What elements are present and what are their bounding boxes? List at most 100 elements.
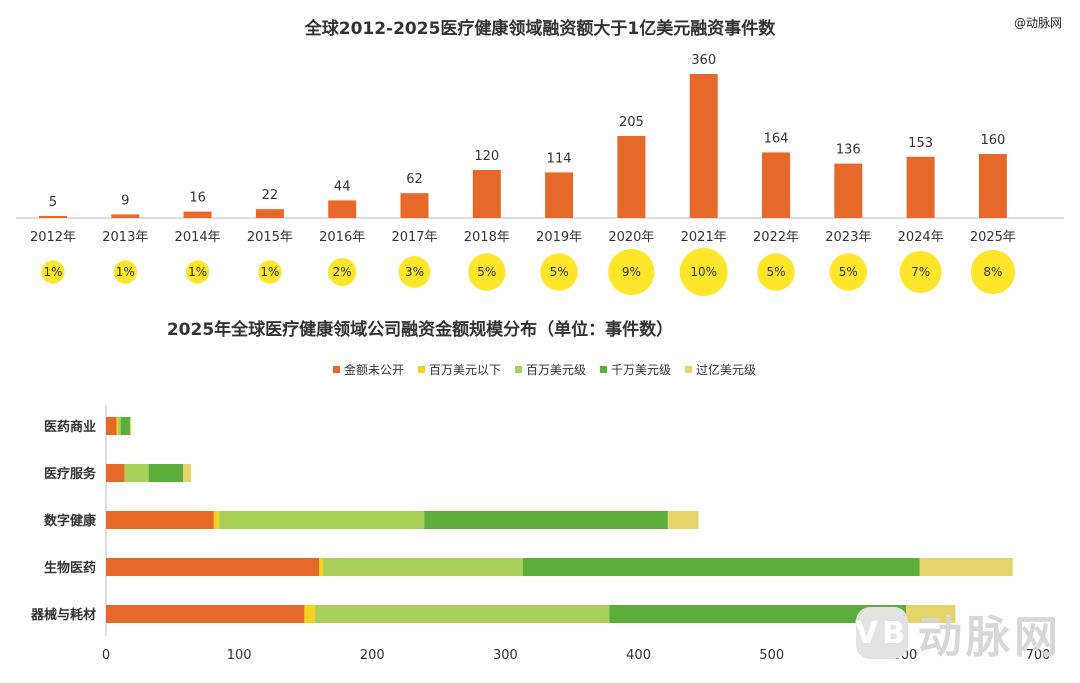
chart1-share-bubble <box>398 256 431 288</box>
chart1-bar <box>617 136 646 218</box>
chart1-bar <box>978 154 1007 218</box>
chart1-share-bubble <box>328 257 357 287</box>
chart2-category-label: 生物医药 <box>44 560 96 576</box>
chart2-category-label: 医药商业 <box>44 419 96 435</box>
chart1-share-label: 10% <box>690 265 717 279</box>
chart1-share-bubble <box>185 260 210 284</box>
chart1-tick-label: 2014年 <box>175 230 221 245</box>
legend-label: 百万美元以下 <box>429 363 501 377</box>
chart2-bar-segment <box>906 605 956 623</box>
chart1-share-label: 1% <box>43 265 62 279</box>
chart1-data-label: 136 <box>836 143 861 158</box>
chart2-tick-label: 0 <box>102 648 110 663</box>
chart2-bar-segment <box>129 417 132 435</box>
chart2-bar-segment <box>315 605 610 623</box>
chart2-bar-segment <box>522 558 920 576</box>
chart1-bar <box>689 74 718 218</box>
chart1-share-bubble <box>757 253 795 291</box>
chart1-tick-label: 2019年 <box>536 230 582 245</box>
chart1-tick-label: 2022年 <box>753 230 799 245</box>
chart1-share-bubble <box>113 260 137 284</box>
legend-swatch <box>333 366 340 373</box>
legend-label: 千万美元级 <box>611 363 671 377</box>
chart2-tick-label: 400 <box>626 648 651 663</box>
chart1-share-bubble <box>829 253 868 291</box>
chart1-tick-label: 2016年 <box>319 230 365 245</box>
legend-swatch <box>418 366 425 373</box>
chart2-bar-segment <box>148 464 184 482</box>
chart1-tick-label: 2023年 <box>825 230 871 245</box>
chart2-category-label: 医疗服务 <box>44 466 97 482</box>
chart1-data-label: 160 <box>980 133 1005 148</box>
chart1-data-label: 153 <box>908 136 933 151</box>
watermark-logo: VB 动脉网 <box>855 601 1062 665</box>
chart1-data-label: 16 <box>189 191 206 206</box>
chart1-data-label: 62 <box>406 172 423 187</box>
chart2-title: 2025年全球医疗健康领域公司融资金额规模分布（单位：事件数） <box>167 319 673 340</box>
chart1-share-label: 5% <box>477 265 496 279</box>
chart1-bar <box>39 216 67 218</box>
chart1-bar <box>834 163 863 218</box>
chart1-share-bubble <box>970 249 1015 295</box>
chart1-bar <box>762 152 790 218</box>
chart1-data-label: 120 <box>474 149 499 164</box>
watermark-small: @动脉网 <box>1013 16 1062 30</box>
chart2-bar-segment <box>424 511 668 529</box>
chart2-bar-segment <box>319 558 324 576</box>
watermark-text: 动脉网 <box>918 612 1062 663</box>
chart1-tick-label: 2021年 <box>681 230 727 245</box>
chart1-bar <box>328 200 357 218</box>
chart2-tick-label: 700 <box>1026 648 1051 663</box>
chart2-bar-segment <box>106 511 214 529</box>
chart1-tick-label: 2025年 <box>970 230 1016 245</box>
chart1-title: 全球2012-2025医疗健康领域融资额大于1亿美元融资事件数 <box>304 18 777 39</box>
chart2-category-label: 数字健康 <box>44 513 97 529</box>
chart2-bar-segment <box>116 417 118 435</box>
chart1-data-label: 360 <box>691 53 716 68</box>
chart2-bar-segment <box>213 511 220 529</box>
chart1-share-bubble <box>899 250 942 294</box>
chart1-bar <box>400 193 429 218</box>
chart1-data-label: 22 <box>262 188 279 203</box>
legend-label: 金额未公开 <box>344 362 404 377</box>
chart1-bar <box>472 170 501 218</box>
chart1-tick-label: 2015年 <box>247 230 293 245</box>
chart1-share-label: 1% <box>188 265 207 279</box>
chart1-share-label: 8% <box>983 265 1002 279</box>
chart1-share-label: 9% <box>622 265 641 279</box>
chart2-bar-segment <box>106 417 117 435</box>
chart1-share-label: 2% <box>333 265 352 279</box>
chart1-share-bubble <box>468 253 506 291</box>
chart2-tick-label: 100 <box>227 648 252 663</box>
chart1-share-label: 5% <box>550 265 569 279</box>
chart1-share-bubble <box>540 253 578 291</box>
chart2-category-label: 器械与耗材 <box>30 607 96 623</box>
chart2-tick-label: 500 <box>759 648 784 663</box>
chart1-data-label: 164 <box>764 131 789 146</box>
chart1-bar <box>183 211 212 218</box>
chart1-tick-label: 2012年 <box>30 230 76 245</box>
chart2-bar-segment <box>183 464 192 482</box>
chart1-tick-label: 2024年 <box>898 230 944 245</box>
chart2-bar-segment <box>117 417 121 435</box>
chart2-bar-segment <box>106 464 125 482</box>
chart1-data-label: 5 <box>49 195 57 210</box>
chart2-bar-segment <box>120 417 130 435</box>
chart2-bar-segment <box>106 605 305 623</box>
chart2-tick-label: 200 <box>360 648 385 663</box>
chart1-tick-label: 2018年 <box>464 230 510 245</box>
chart2-bar-segment <box>609 605 907 623</box>
chart1-share-bubble <box>679 248 728 296</box>
chart1-bar <box>255 209 284 218</box>
legend-label: 百万美元级 <box>526 363 586 377</box>
chart1-share-label: 1% <box>116 265 135 279</box>
chart1-share-label: 1% <box>260 265 279 279</box>
chart1-share-label: 7% <box>911 265 930 279</box>
chart2-bar-segment <box>124 464 149 482</box>
chart1-share-label: 5% <box>839 265 858 279</box>
chart1-data-label: 9 <box>121 193 129 208</box>
chart1-tick-label: 2017年 <box>391 230 437 245</box>
legend-swatch <box>685 366 692 373</box>
chart2-bar-segment <box>219 511 425 529</box>
